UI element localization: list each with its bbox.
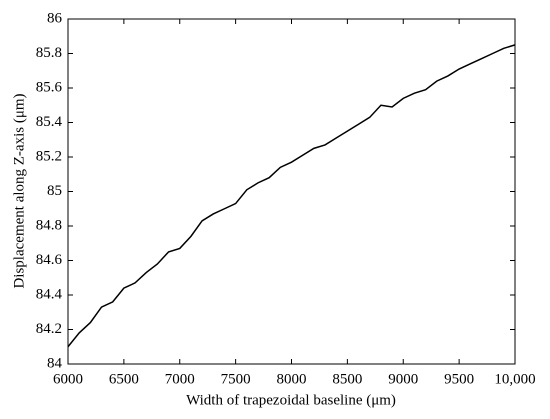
x-tick-label: 10,000 (494, 371, 535, 387)
y-tick-label: 85.6 (36, 79, 63, 95)
x-tick-label: 7500 (221, 371, 251, 387)
x-tick-label: 8500 (332, 371, 362, 387)
y-tick-label: 84.4 (36, 286, 63, 302)
plot-frame (67, 18, 516, 365)
x-tick-label: 7000 (165, 371, 195, 387)
x-tick-label: 8000 (277, 371, 307, 387)
x-tick-label: 6000 (53, 371, 83, 387)
x-axis-label: Width of trapezoidal baseline (μm) (186, 392, 396, 408)
y-tick-label: 85 (47, 183, 62, 199)
y-tick-label: 85.8 (36, 45, 62, 61)
y-tick-label: 85.4 (36, 114, 63, 130)
x-tick-label: 6500 (109, 371, 139, 387)
x-tick-label: 9000 (388, 371, 418, 387)
y-tick-label: 86 (47, 10, 63, 26)
data-line (67, 44, 516, 348)
y-tick-label: 84.2 (36, 321, 62, 337)
y-tick-label: 84.6 (36, 252, 63, 268)
y-axis-label: Displacement along Z-axis (μm) (11, 93, 27, 288)
y-tick-label: 84 (47, 355, 63, 371)
y-tick-label: 85.2 (36, 148, 62, 164)
y-tick-label: 84.8 (36, 217, 62, 233)
x-tick-label: 9500 (444, 371, 474, 387)
